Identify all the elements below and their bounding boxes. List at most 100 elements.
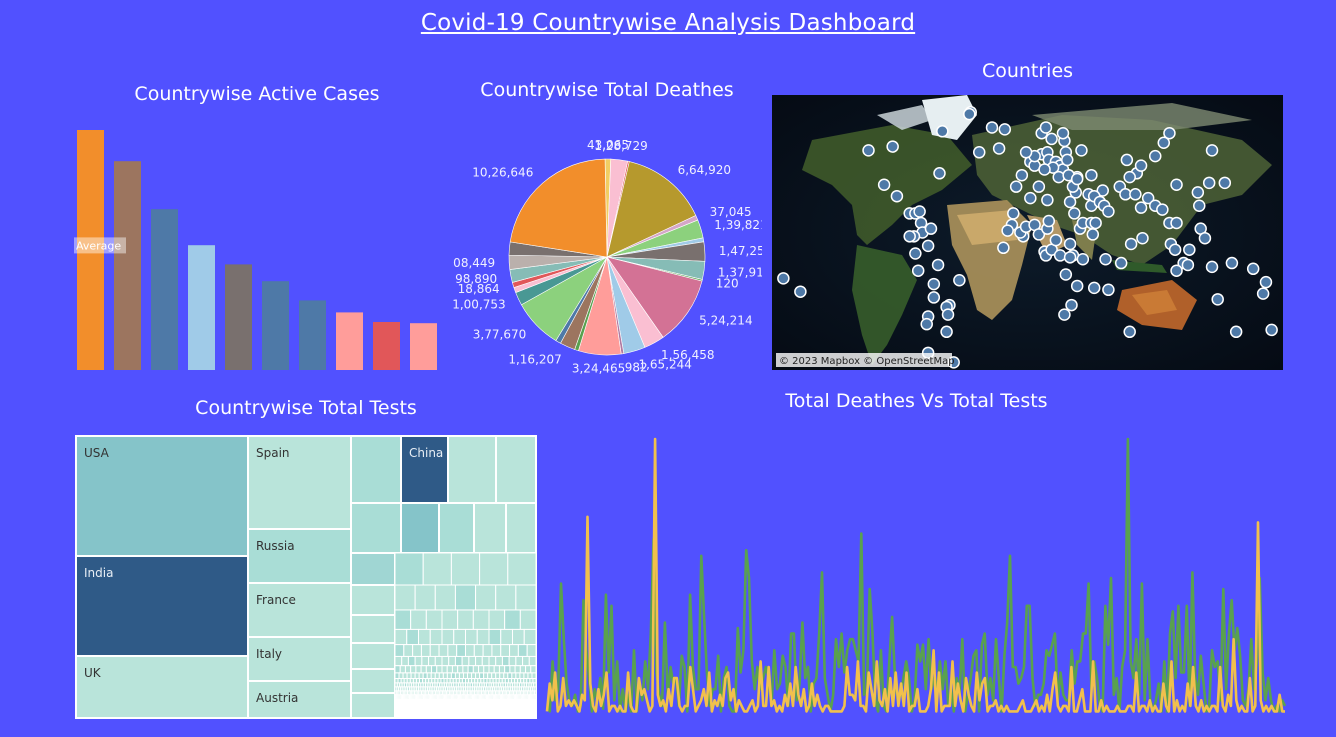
map-point[interactable] (1070, 172, 1084, 186)
map-point[interactable] (1129, 188, 1142, 201)
map-point[interactable] (909, 247, 922, 260)
map-point[interactable] (920, 317, 933, 331)
map-point[interactable] (1086, 228, 1100, 241)
bar[interactable] (336, 312, 363, 370)
treemap-cell[interactable] (448, 655, 456, 667)
treemap-cell-france[interactable]: France (248, 583, 351, 637)
map-point[interactable] (1134, 201, 1148, 214)
map-point[interactable] (1045, 132, 1058, 146)
map-point[interactable] (794, 285, 807, 298)
treemap-cell[interactable] (467, 665, 474, 674)
treemap-cell[interactable] (395, 553, 424, 586)
treemap-cell[interactable] (495, 672, 501, 680)
treemap-cell[interactable] (473, 644, 484, 657)
treemap-cell[interactable] (515, 584, 536, 611)
treemap-cell[interactable] (476, 628, 490, 646)
map-point[interactable] (1075, 144, 1088, 157)
treemap-cell-uk[interactable]: UK (76, 656, 248, 718)
map-point[interactable] (1170, 216, 1183, 230)
treemap-cell[interactable] (472, 609, 490, 630)
treemap-cell[interactable] (526, 644, 536, 657)
treemap-cell[interactable] (450, 553, 481, 586)
map-point[interactable] (1024, 191, 1037, 205)
treemap-cell[interactable] (418, 672, 424, 680)
map-point[interactable] (1096, 184, 1109, 197)
treemap-cell[interactable] (401, 655, 409, 667)
treemap-cell[interactable] (491, 672, 497, 680)
map-point[interactable] (1049, 233, 1063, 247)
treemap-cell[interactable] (429, 628, 443, 646)
map-point[interactable] (1168, 243, 1182, 256)
map-point[interactable] (1102, 283, 1115, 297)
treemap-cell[interactable] (395, 672, 400, 680)
treemap-cell[interactable] (351, 436, 401, 503)
treemap-cell[interactable] (441, 609, 459, 630)
treemap-cell[interactable] (471, 672, 477, 680)
treemap-cell[interactable] (512, 628, 525, 646)
map-point[interactable] (924, 222, 938, 235)
treemap-cell[interactable] (465, 628, 478, 646)
treemap-cell[interactable] (468, 655, 477, 667)
treemap-cell-india[interactable]: India (76, 556, 248, 656)
map-point[interactable] (972, 146, 986, 159)
map-point[interactable] (1019, 146, 1033, 159)
treemap-cell[interactable] (434, 672, 440, 680)
treemap-cell[interactable] (475, 584, 497, 611)
map-point[interactable] (1225, 256, 1239, 270)
treemap-cell-austria[interactable]: Austria (248, 681, 351, 718)
treemap-cell[interactable] (395, 584, 416, 611)
treemap-cell[interactable] (420, 644, 431, 657)
treemap-cell[interactable] (523, 628, 536, 646)
treemap-cell[interactable] (412, 644, 422, 657)
treemap-cell[interactable] (525, 665, 532, 674)
map-point[interactable] (1063, 237, 1077, 251)
bar[interactable] (114, 161, 141, 370)
treemap-cell[interactable] (398, 672, 404, 680)
map-point[interactable] (1170, 264, 1183, 277)
treemap-cell[interactable] (439, 503, 474, 553)
treemap-cell[interactable] (422, 672, 428, 680)
treemap-cell[interactable] (434, 584, 456, 611)
treemap-cell[interactable] (488, 628, 502, 646)
treemap-cell[interactable] (500, 644, 511, 657)
treemap-cell[interactable] (431, 665, 438, 674)
treemap-cell[interactable] (442, 672, 448, 680)
treemap-cell[interactable] (395, 665, 401, 674)
map-point[interactable] (1053, 249, 1067, 262)
treemap-cell[interactable] (467, 672, 473, 680)
map-point[interactable] (913, 205, 926, 218)
treemap-cell[interactable] (454, 655, 463, 667)
treemap-cell[interactable] (534, 690, 536, 696)
map-point[interactable] (933, 167, 946, 180)
treemap-cell[interactable] (475, 655, 483, 667)
treemap-cell[interactable] (501, 655, 510, 667)
treemap-cell[interactable] (506, 503, 536, 553)
treemap-cell[interactable] (528, 655, 536, 667)
treemap-cell[interactable] (534, 702, 536, 708)
treemap-cell[interactable] (418, 628, 431, 646)
bar[interactable] (188, 245, 215, 370)
map-point[interactable] (1052, 170, 1065, 184)
map-point[interactable] (1089, 216, 1102, 230)
map-point[interactable] (1039, 121, 1053, 134)
countries-map[interactable]: © 2023 Mapbox © OpenStreetMap (772, 95, 1283, 370)
treemap-cell[interactable] (403, 644, 414, 657)
treemap-cell[interactable] (519, 665, 527, 674)
pie-slice[interactable] (509, 158, 608, 258)
treemap-cell[interactable] (410, 609, 427, 630)
treemap-cell[interactable] (395, 644, 405, 657)
treemap-cell[interactable] (482, 644, 493, 657)
treemap-cell[interactable] (406, 628, 419, 646)
treemap-cell[interactable] (462, 672, 469, 680)
map-point[interactable] (1032, 228, 1046, 241)
treemap-cell[interactable] (472, 665, 480, 674)
treemap-cell[interactable] (351, 693, 395, 718)
treemap-cell[interactable] (493, 665, 500, 674)
map-point[interactable] (1042, 214, 1056, 228)
map-point[interactable] (890, 189, 904, 203)
treemap-cell-italy[interactable]: Italy (248, 637, 351, 681)
treemap-cell[interactable] (446, 665, 453, 674)
bar[interactable] (410, 323, 437, 370)
treemap-cell[interactable] (462, 665, 469, 674)
treemap-cell[interactable] (530, 665, 536, 674)
